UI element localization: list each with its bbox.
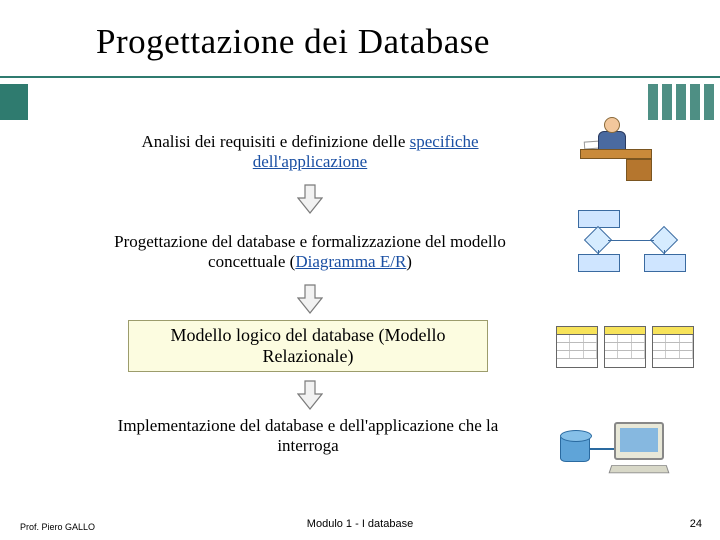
illustration-er-diagram xyxy=(560,210,690,290)
footer: Prof. Piero GALLO Modulo 1 - I database … xyxy=(0,512,720,532)
arrow-2 xyxy=(110,284,510,314)
stage-logical-model: Modello logico del database (Modello Rel… xyxy=(128,320,488,372)
stage-implementation: Implementazione del database e dell'appl… xyxy=(108,416,508,456)
arrow-3 xyxy=(110,380,510,410)
stage-requirements: Analisi dei requisiti e definizione dell… xyxy=(110,132,510,172)
illustration-relational-tables xyxy=(556,320,696,376)
stage2-link: Diagramma E/R xyxy=(295,252,406,271)
slide-title: Progettazione dei Database xyxy=(96,22,656,62)
accent-left-block xyxy=(0,84,28,120)
stage-er-design: Progettazione del database e formalizzaz… xyxy=(110,232,510,272)
illustration-db-and-computer xyxy=(560,420,680,480)
stage1-text: Analisi dei requisiti e definizione dell… xyxy=(141,132,409,151)
stage4-text: Implementazione del database e dell'appl… xyxy=(118,416,499,455)
stage3-text-b: ) xyxy=(347,346,353,366)
stage3-text-a: Modello logico del database ( xyxy=(171,325,385,345)
title-underline xyxy=(0,76,720,78)
footer-module: Modulo 1 - I database xyxy=(0,518,720,530)
footer-page-number: 24 xyxy=(690,518,702,530)
illustration-analyst-at-desk xyxy=(574,115,664,185)
stage2-text-b: ) xyxy=(406,252,412,271)
arrow-1 xyxy=(110,184,510,214)
